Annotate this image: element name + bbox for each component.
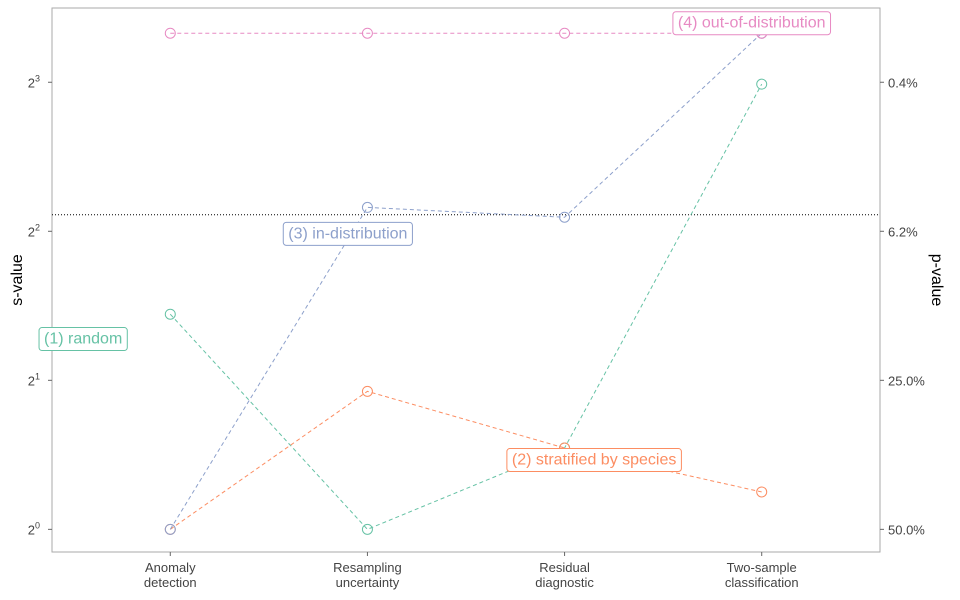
y-tick-base: 2 bbox=[28, 75, 35, 90]
y-tick-exponent: 1 bbox=[35, 371, 40, 381]
y-tick-base: 2 bbox=[28, 373, 35, 388]
series-label: (1) random bbox=[38, 327, 128, 352]
y-tick-exponent: 3 bbox=[35, 73, 40, 83]
point bbox=[164, 523, 176, 535]
point bbox=[756, 78, 768, 90]
x-tick-line: Anomaly bbox=[145, 560, 196, 575]
y-tick-exponent: 0 bbox=[35, 520, 40, 530]
label-box bbox=[282, 221, 413, 246]
y-tick-label: 20 bbox=[28, 520, 40, 537]
series-label: (4) out-of-distribution bbox=[672, 11, 832, 36]
point bbox=[361, 201, 373, 213]
point bbox=[164, 27, 176, 39]
y2-tick-label: 50.0% bbox=[888, 522, 925, 537]
y-tick-base: 2 bbox=[28, 522, 35, 537]
series-label-text: (3) in-distribution bbox=[288, 225, 407, 242]
y2-tick-label: 25.0% bbox=[888, 373, 925, 388]
x-tick-label: Residual diagnostic bbox=[535, 560, 594, 590]
label-box bbox=[672, 11, 832, 36]
plot-frame bbox=[51, 7, 881, 553]
series-label-text: (4) out-of-distribution bbox=[678, 15, 826, 32]
y2-tick-label: 0.4% bbox=[888, 75, 918, 90]
y-tick-label: 21 bbox=[28, 371, 40, 388]
y-tick-label: 22 bbox=[28, 222, 40, 239]
series-label-text: (1) random bbox=[44, 331, 122, 348]
label-box bbox=[38, 327, 128, 352]
x-tick-label: Two-sample classification bbox=[725, 560, 799, 590]
series-label-text: (2) stratified by species bbox=[512, 452, 677, 469]
y-tick-exponent: 2 bbox=[35, 222, 40, 232]
series-label: (3) in-distribution bbox=[282, 221, 413, 246]
x-tick-line: Resampling bbox=[333, 560, 402, 575]
point bbox=[559, 211, 571, 223]
series-line bbox=[169, 32, 763, 530]
point bbox=[756, 486, 768, 498]
y-tick-label: 23 bbox=[28, 73, 40, 90]
label-box bbox=[506, 448, 682, 473]
y2-axis-title: p-value bbox=[928, 254, 945, 307]
point bbox=[361, 385, 373, 397]
y-axis-title: s-value bbox=[9, 254, 26, 306]
y-tick-base: 2 bbox=[28, 224, 35, 239]
point bbox=[361, 523, 373, 535]
x-tick-line: diagnostic bbox=[535, 575, 594, 590]
x-tick-line: Residual bbox=[539, 560, 590, 575]
x-tick-label: Anomaly detection bbox=[144, 560, 197, 590]
point bbox=[559, 27, 571, 39]
x-tick-line: classification bbox=[725, 575, 799, 590]
x-tick-line: detection bbox=[144, 575, 197, 590]
point bbox=[361, 27, 373, 39]
point bbox=[164, 308, 176, 320]
y2-tick-label: 6.2% bbox=[888, 224, 918, 239]
series-label: (2) stratified by species bbox=[506, 448, 682, 473]
x-tick-label: Resampling uncertainty bbox=[333, 560, 402, 590]
x-tick-line: uncertainty bbox=[336, 575, 400, 590]
x-tick-line: Two-sample bbox=[727, 560, 797, 575]
